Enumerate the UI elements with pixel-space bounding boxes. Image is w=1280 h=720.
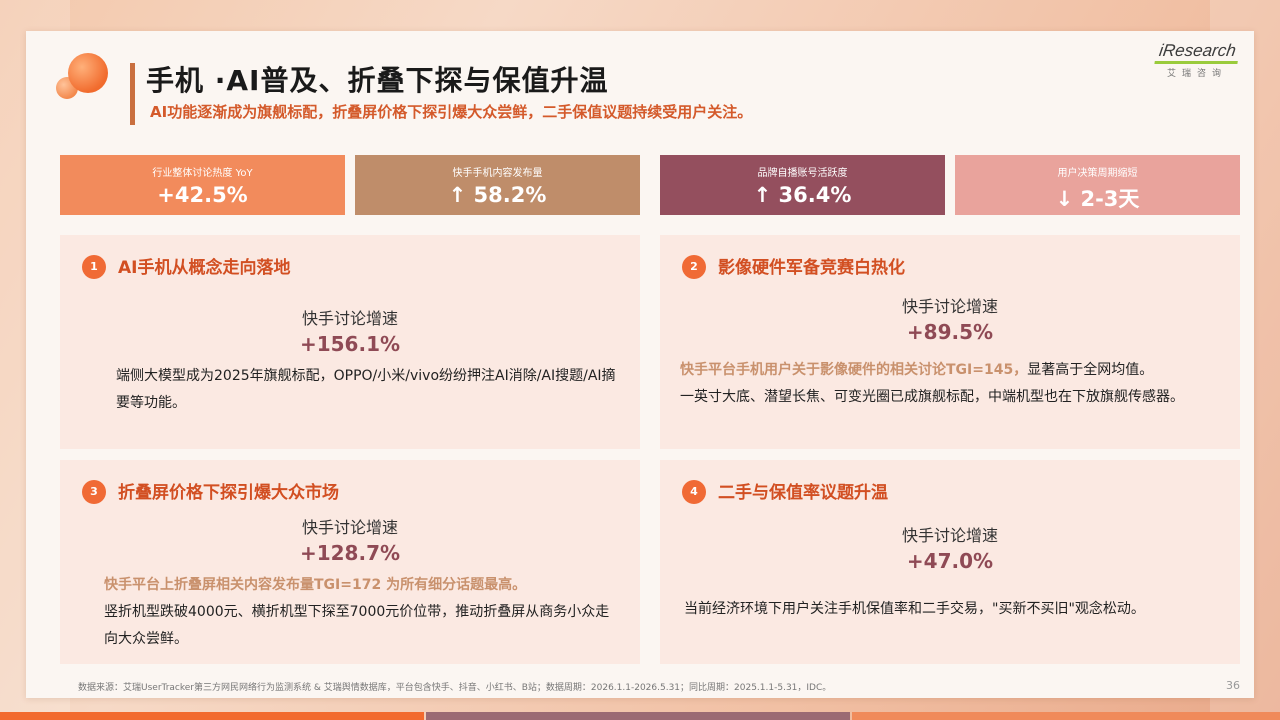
card-metric: 快手讨论增速 +47.0% (660, 522, 1240, 573)
kpi-card: 行业整体讨论热度 YoY +42.5% (60, 155, 345, 215)
metric-value: +128.7% (299, 541, 401, 565)
card-metric: 快手讨论增速 +128.7% (60, 514, 640, 565)
card-title: AI手机从概念走向落地 (118, 258, 291, 278)
card-title: 二手与保值率议题升温 (718, 483, 888, 503)
kpi-card: 快手手机内容发布量 ↑ 58.2% (355, 155, 640, 215)
brand-name: iResearch (1154, 41, 1240, 64)
source-footnote: 数据来源：艾瑞UserTracker第三方网民网络行为监测系统 & 艾瑞舆情数据… (78, 683, 832, 693)
brand-logo: iResearch 艾瑞咨询 (1152, 41, 1242, 79)
card-highlight-tail: 显著高于全网均值。 (1027, 362, 1154, 378)
kpi-value: +42.5% (157, 183, 248, 207)
card-body: 快手平台上折叠屏相关内容发布量TGI=172 为所有细分话题最高。 竖折机型跌破… (104, 572, 616, 653)
card-highlight: 快手平台上折叠屏相关内容发布量TGI=172 为所有细分话题最高。 (104, 577, 527, 593)
card-body-text: 竖折机型跌破4000元、横折机型下探至7000元价位带，推动折叠屏从商务小众走向… (104, 604, 610, 647)
kpi-value: ↑ 58.2% (448, 183, 547, 207)
card-number-badge: 4 (682, 480, 706, 504)
card-title: 折叠屏价格下探引爆大众市场 (118, 483, 339, 503)
kpi-label: 行业整体讨论热度 YoY (152, 168, 253, 179)
bottom-color-strip (0, 712, 1280, 720)
card-body: 快手平台手机用户关于影像硬件的相关讨论TGI=145，显著高于全网均值。 一英寸… (680, 357, 1210, 411)
card-number-badge: 3 (82, 480, 106, 504)
decorative-circles-icon (54, 51, 110, 107)
page-subtitle: AI功能逐渐成为旗舰标配，折叠屏价格下探引爆大众尝鲜，二手保值议题持续受用户关注… (150, 103, 753, 121)
page-number: 36 (1226, 679, 1240, 692)
card-body-text: 一英寸大底、潜望长焦、可变光圈已成旗舰标配，中端机型也在下放旗舰传感器。 (680, 389, 1184, 405)
card-title: 影像硬件军备竞赛白热化 (718, 258, 905, 278)
brand-subtitle: 艾瑞咨询 (1166, 69, 1227, 79)
metric-value: +89.5% (906, 320, 994, 344)
insight-card: 2 影像硬件军备竞赛白热化 快手讨论增速 +89.5% 快手平台手机用户关于影像… (660, 235, 1240, 449)
card-body: 当前经济环境下用户关注手机保值率和二手交易，"买新不买旧"观念松动。 (684, 601, 1145, 617)
kpi-card: 品牌自播账号活跃度 ↑ 36.4% (660, 155, 945, 215)
metric-value: +156.1% (299, 332, 401, 356)
card-metric: 快手讨论增速 +89.5% (660, 293, 1240, 344)
kpi-label: 快手手机内容发布量 (452, 168, 543, 179)
metric-label: 快手讨论增速 (301, 309, 398, 328)
insight-card: 1 AI手机从概念走向落地 快手讨论增速 +156.1% 端侧大模型成为2025… (60, 235, 640, 449)
slide: 手机 ·AI普及、折叠下探与保值升温 AI功能逐渐成为旗舰标配，折叠屏价格下探引… (26, 31, 1254, 698)
metric-label: 快手讨论增速 (301, 518, 398, 537)
kpi-label: 用户决策周期缩短 (1057, 168, 1138, 179)
kpi-value: ↑ 36.4% (753, 183, 852, 207)
insight-card: 3 折叠屏价格下探引爆大众市场 快手讨论增速 +128.7% 快手平台上折叠屏相… (60, 460, 640, 664)
kpi-card: 用户决策周期缩短 ↓ 2-3天 (955, 155, 1240, 215)
card-number-badge: 1 (82, 255, 106, 279)
metric-value: +47.0% (906, 549, 994, 573)
insight-card: 4 二手与保值率议题升温 快手讨论增速 +47.0% 当前经济环境下用户关注手机… (660, 460, 1240, 664)
card-body: 端侧大模型成为2025年旗舰标配，OPPO/小米/vivo纷纷押注AI消除/AI… (116, 368, 616, 411)
card-highlight: 快手平台手机用户关于影像硬件的相关讨论TGI=145， (680, 362, 1028, 378)
card-metric: 快手讨论增速 +156.1% (60, 305, 640, 356)
page-title: 手机 ·AI普及、折叠下探与保值升温 (146, 64, 609, 97)
kpi-value: ↓ 2-3天 (1055, 187, 1140, 211)
metric-label: 快手讨论增速 (901, 526, 998, 545)
card-number-badge: 2 (682, 255, 706, 279)
title-accent-bar (130, 63, 135, 125)
kpi-label: 品牌自播账号活跃度 (757, 168, 848, 179)
metric-label: 快手讨论增速 (901, 297, 998, 316)
